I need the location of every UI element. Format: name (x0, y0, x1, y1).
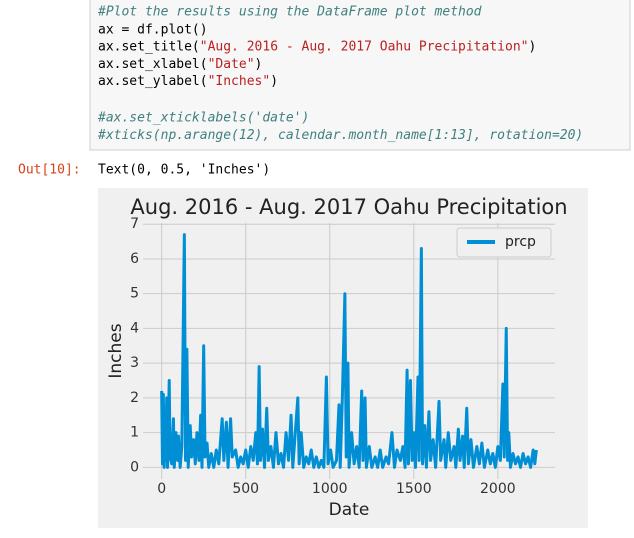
y-tick-label: 0 (130, 459, 139, 475)
y-tick-label: 6 (130, 251, 139, 267)
code-line: #Plot the results using the DataFrame pl… (97, 5, 482, 20)
y-tick-label: 4 (130, 320, 139, 336)
y-tick-label: 3 (130, 355, 139, 371)
y-tick-label: 2 (130, 390, 139, 406)
x-tick-label: 1500 (396, 481, 432, 497)
chart-title: Aug. 2016 - Aug. 2017 Oahu Precipitation (130, 195, 567, 219)
y-tick-label: 5 (130, 286, 139, 302)
code-line: ax.set_title("Aug. 2016 - Aug. 2017 Oahu… (98, 39, 536, 54)
legend-box (456, 227, 552, 258)
code-line: ax.set_xlabel("Date") (98, 56, 262, 71)
code-cell[interactable] (89, 0, 631, 151)
x-tick-label: 2000 (480, 481, 516, 497)
y-tick-label: 1 (130, 425, 139, 441)
x-tick-label: 500 (232, 481, 259, 497)
y-tick-label: 7 (130, 216, 139, 232)
x-tick-label: 0 (157, 481, 166, 497)
x-axis-label: Date (329, 500, 370, 520)
y-axis-label: Inches (106, 323, 126, 378)
code-line: ax.set_ylabel("Inches") (98, 74, 278, 89)
out-prompt: Out[10]: (18, 163, 81, 178)
output-text: Text(0, 0.5, 'Inches') (98, 163, 270, 178)
x-tick-label: 1000 (312, 481, 348, 497)
code-line: #xticks(np.arange(12), calendar.month_na… (97, 128, 583, 143)
legend-label: prcp (505, 234, 536, 250)
data-line (160, 233, 538, 469)
code-line: ax = df.plot() (98, 22, 208, 37)
code-line: #ax.set_xticklabels('date') (97, 111, 309, 126)
